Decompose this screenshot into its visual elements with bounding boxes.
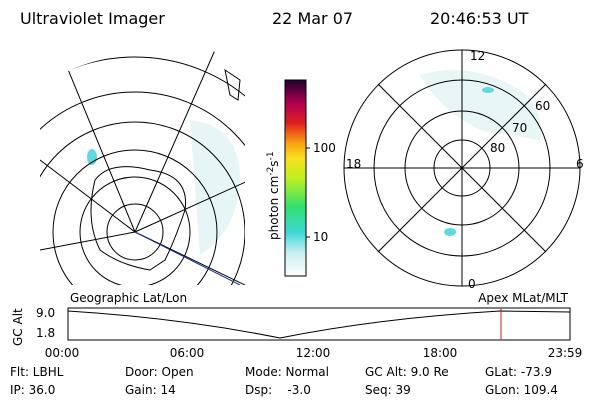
lat-label: 60	[535, 99, 550, 113]
left-label: Geographic Lat/Lon	[70, 291, 187, 305]
altitude-curve	[67, 310, 571, 339]
status-field: Gain: 14	[125, 383, 176, 397]
lat-label: 70	[512, 121, 527, 135]
colorbar-tick: 100	[313, 141, 336, 155]
x-tick: 23:59	[548, 346, 583, 360]
lat-label: 80	[490, 141, 505, 155]
colorbar-tick: 10	[313, 230, 328, 244]
colorbar	[284, 79, 307, 277]
altitude-plot	[67, 307, 571, 341]
x-tick: 18:00	[423, 346, 458, 360]
right-label: Apex MLat/MLT	[478, 291, 568, 305]
status-field: Seq: 39	[365, 383, 411, 397]
y-tick: 1.8	[36, 326, 55, 340]
mlt-label: 12	[470, 49, 485, 63]
title: Ultraviolet Imager	[20, 9, 165, 28]
x-tick: 06:00	[170, 346, 205, 360]
status-field: IP: 36.0	[10, 383, 55, 397]
mlt-label: 18	[346, 157, 361, 171]
time: 20:46:53 UT	[430, 9, 529, 28]
status-field: Flt: LBHL	[10, 365, 64, 379]
status-field: Door: Open	[125, 365, 194, 379]
polar-plot	[343, 49, 581, 287]
x-tick: 00:00	[45, 346, 80, 360]
status-field: Dsp: -3.0	[245, 383, 311, 397]
status-field: Mode: Normal	[245, 365, 329, 379]
mlt-label: 0	[468, 277, 476, 291]
geographic-map	[40, 50, 245, 285]
status-field: GLat: -73.9	[485, 365, 552, 379]
x-tick: 12:00	[296, 346, 331, 360]
status-field: GC Alt: 9.0 Re	[365, 365, 449, 379]
date: 22 Mar 07	[272, 9, 353, 28]
y-label: GC Alt	[11, 308, 25, 346]
status-field: GLon: 109.4	[485, 383, 558, 397]
y-tick: 9.0	[36, 306, 55, 320]
colorbar-label: photon cm-2s-1	[266, 151, 281, 240]
mlt-label: 6	[576, 157, 584, 171]
